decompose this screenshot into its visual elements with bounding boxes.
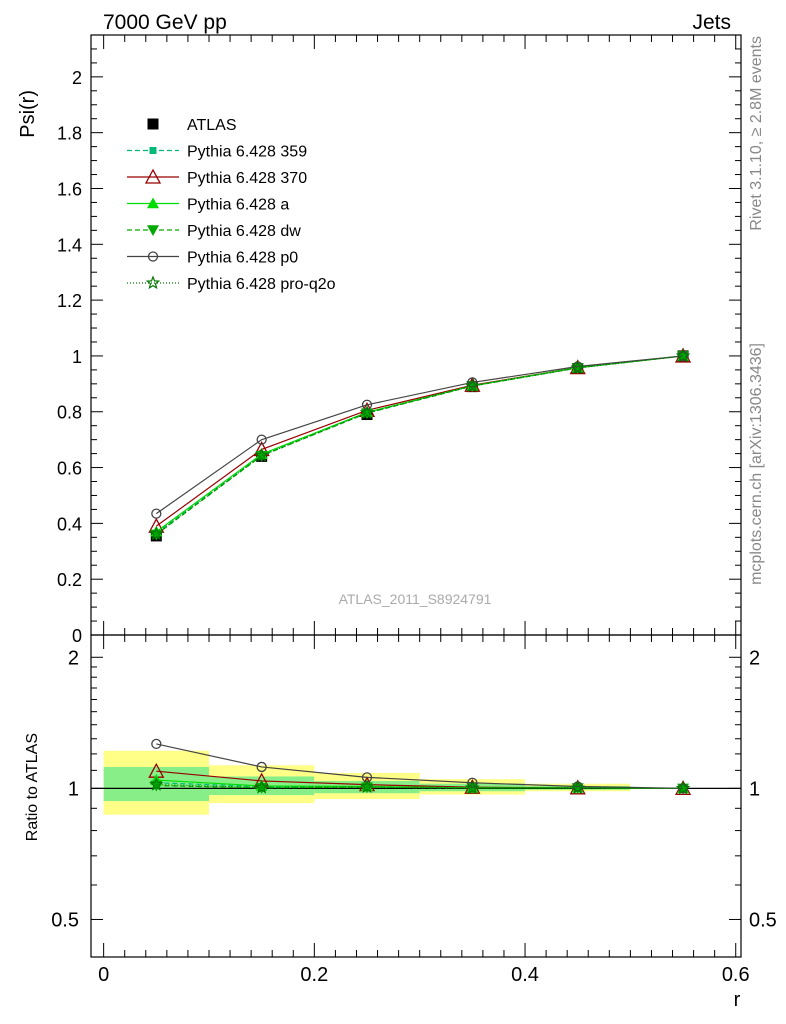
top-ytick-label: 0.6 xyxy=(57,459,82,479)
point-dw xyxy=(150,780,163,792)
legend-marker xyxy=(147,225,159,236)
bottom-ytick-label: 0.5 xyxy=(51,909,79,931)
point-pq2o xyxy=(465,378,480,393)
point-pq2o xyxy=(465,780,480,795)
series-line-pq2o xyxy=(156,784,684,789)
bottom-panel-grid: 0.5 0.5 1 1 2 2 0 0.2 0.4 0.6 xyxy=(51,635,777,986)
legend-item-atlas: ATLAS xyxy=(147,117,237,134)
legend-marker xyxy=(147,118,159,130)
rivet-label: Rivet 3.1.10, ≥ 2.8M events xyxy=(748,36,765,231)
point-p0 xyxy=(256,761,267,773)
x-axis-label: r xyxy=(734,989,741,1011)
bottom-ytick-label: 2 xyxy=(68,647,79,669)
legend-item-p359: Pythia 6.428 359 xyxy=(127,144,307,161)
top-ytick-label: 1.6 xyxy=(57,179,82,199)
series-pq2o xyxy=(149,348,691,541)
legend-label: Pythia 6.428 p0 xyxy=(187,250,298,267)
legend-item-a: Pythia 6.428 a xyxy=(127,197,289,214)
bottom-ytick-label-right: 1 xyxy=(749,778,760,800)
top-ytick-label: 1 xyxy=(72,347,82,367)
bottom-panel-frame xyxy=(90,634,742,958)
legend-label: Pythia 6.428 a xyxy=(187,197,289,214)
point-p0 xyxy=(151,738,162,750)
top-ytick-label: 2 xyxy=(72,68,82,88)
xtick-label: 0.4 xyxy=(511,964,539,986)
top-ytick-label: 0.8 xyxy=(57,403,82,423)
legend-marker xyxy=(147,251,159,262)
point-pq2o xyxy=(359,779,375,794)
point-pq2o xyxy=(149,526,164,541)
top-panel-grid: 0 0.2 0.4 0.6 0.8 1 1.2 1.4 1.6 1.8 2 xyxy=(57,35,741,646)
mcplots-label: mcplots.cern.ch [arXiv:1306.3436] xyxy=(748,343,765,585)
point-p0 xyxy=(151,508,162,519)
bottom-ytick-label-right: 2 xyxy=(749,647,760,669)
top-ytick-label: 0.4 xyxy=(57,514,82,534)
point-pq2o xyxy=(254,447,269,462)
xtick-label: 0.6 xyxy=(722,964,750,986)
point-pq2o xyxy=(149,776,164,791)
series-line-p0 xyxy=(156,743,684,789)
legend-label: Pythia 6.428 359 xyxy=(187,144,307,161)
point-pq2o xyxy=(570,360,585,375)
bottom-ylabel: Ratio to ATLAS xyxy=(24,733,41,841)
legend-item-dw: Pythia 6.428 dw xyxy=(127,223,301,240)
top-ylabel: Psi(r) xyxy=(17,90,39,138)
point-p0 xyxy=(361,399,373,410)
series-pq2o xyxy=(149,776,691,795)
xtick-label: 0.2 xyxy=(300,964,328,986)
point-p0 xyxy=(467,377,478,388)
series-line-p0 xyxy=(155,355,684,515)
legend-marker xyxy=(145,275,161,290)
header-left: 7000 GeV pp xyxy=(103,11,227,34)
xtick-label: 0 xyxy=(98,964,109,986)
top-ytick-label: 1.4 xyxy=(57,235,82,255)
point-pq2o xyxy=(359,405,375,420)
bottom-ytick-label-right: 0.5 xyxy=(749,909,777,931)
legend-item-p370: Pythia 6.428 370 xyxy=(127,168,307,187)
point-pq2o xyxy=(675,780,691,795)
legend: ATLAS Pythia 6.428 359 Pythia 6.428 370 Pyt… xyxy=(127,117,336,293)
bottom-series-group xyxy=(148,738,692,796)
legend-marker xyxy=(149,147,157,154)
legend-item-pq2o: Pythia 6.428 pro-q2o xyxy=(127,275,336,293)
top-ytick-label: 1.8 xyxy=(57,124,82,144)
header-right: Jets xyxy=(692,11,731,34)
legend-label: ATLAS xyxy=(187,117,237,134)
point-p0 xyxy=(256,434,267,445)
top-ytick-label: 0 xyxy=(72,626,82,646)
point-pq2o xyxy=(570,780,585,795)
top-ytick-label: 0.2 xyxy=(57,570,82,590)
watermark: ATLAS_2011_S8924791 xyxy=(339,591,492,607)
series-line-dw xyxy=(155,355,684,536)
point-p0 xyxy=(467,777,478,788)
series-p0 xyxy=(151,350,689,519)
legend-label: Pythia 6.428 370 xyxy=(187,170,307,187)
legend-label: Pythia 6.428 pro-q2o xyxy=(187,276,336,293)
legend-marker xyxy=(144,168,162,184)
legend-label: Pythia 6.428 dw xyxy=(187,223,301,240)
point-pq2o xyxy=(675,348,691,363)
bottom-ytick-label: 1 xyxy=(68,778,79,800)
point-pq2o xyxy=(254,779,269,794)
legend-marker xyxy=(147,197,159,209)
top-ytick-label: 1.2 xyxy=(57,291,82,311)
top-series-group xyxy=(148,347,692,542)
legend-item-p0: Pythia 6.428 p0 xyxy=(127,250,298,267)
